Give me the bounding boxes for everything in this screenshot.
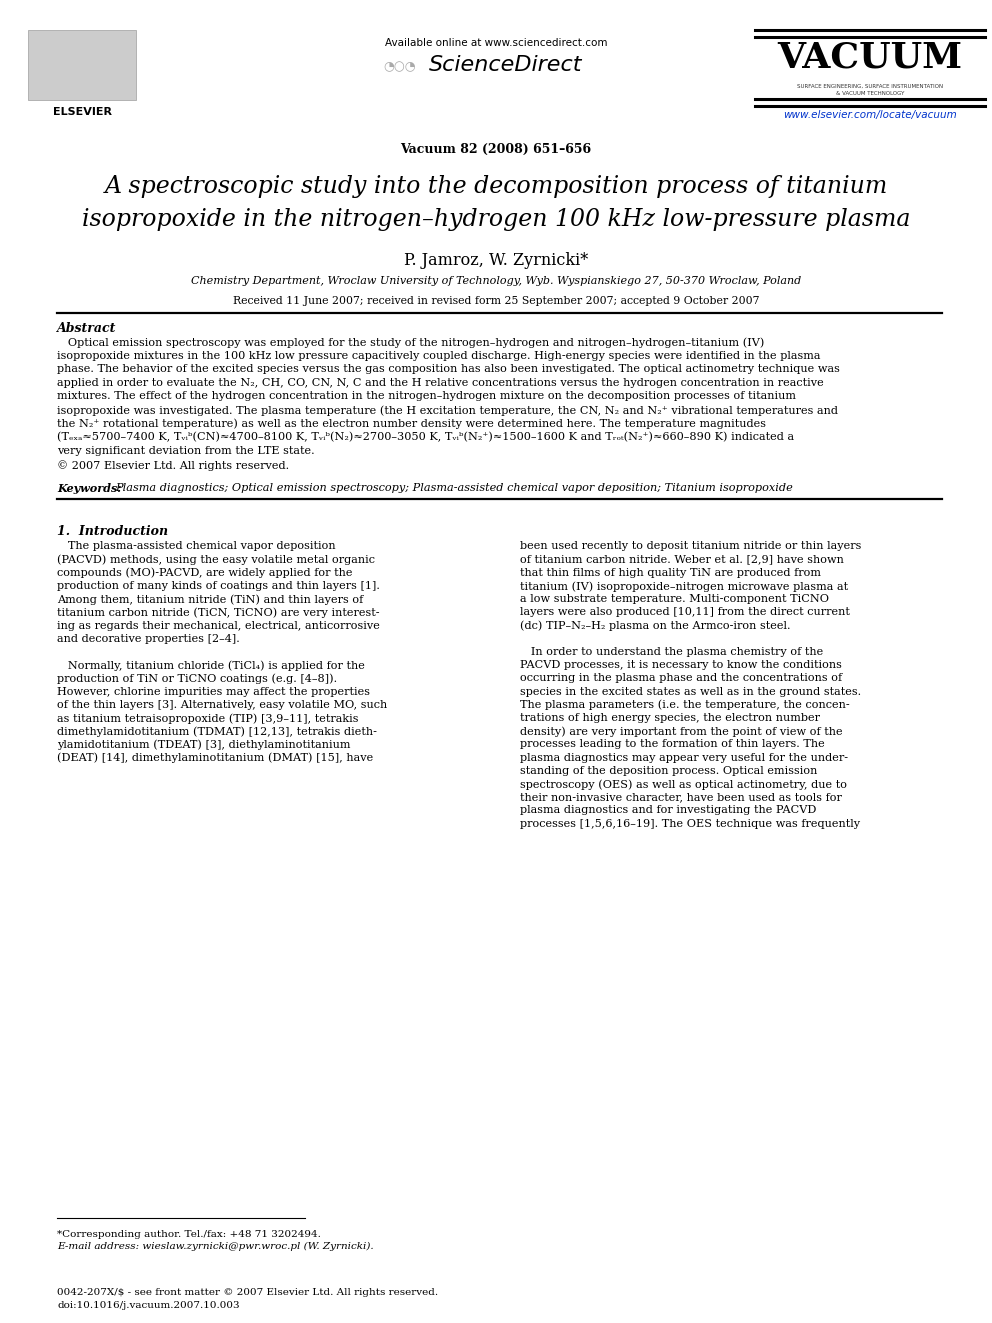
Text: processes [1,5,6,16–19]. The OES technique was frequently: processes [1,5,6,16–19]. The OES techniq… [520,819,860,828]
Text: Optical emission spectroscopy was employed for the study of the nitrogen–hydroge: Optical emission spectroscopy was employ… [57,337,765,348]
Text: mixtures. The effect of the hydrogen concentration in the nitrogen–hydrogen mixt: mixtures. The effect of the hydrogen con… [57,392,796,401]
Text: ing as regards their mechanical, electrical, anticorrosive: ing as regards their mechanical, electri… [57,620,380,631]
Text: isopropoxide in the nitrogen–hydrogen 100 kHz low-pressure plasma: isopropoxide in the nitrogen–hydrogen 10… [81,208,911,232]
Text: (dc) TIP–N₂–H₂ plasma on the Armco-iron steel.: (dc) TIP–N₂–H₂ plasma on the Armco-iron … [520,620,791,631]
Text: PACVD processes, it is necessary to know the conditions: PACVD processes, it is necessary to know… [520,660,842,671]
Text: Vacuum 82 (2008) 651–656: Vacuum 82 (2008) 651–656 [401,143,591,156]
Text: titanium carbon nitride (TiCN, TiCNO) are very interest-: titanium carbon nitride (TiCN, TiCNO) ar… [57,607,380,618]
Text: very significant deviation from the LTE state.: very significant deviation from the LTE … [57,446,314,456]
Text: spectroscopy (OES) as well as optical actinometry, due to: spectroscopy (OES) as well as optical ac… [520,779,847,790]
Text: 1.  Introduction: 1. Introduction [57,525,168,538]
Text: VACUUM: VACUUM [778,40,962,74]
Text: phase. The behavior of the excited species versus the gas composition has also b: phase. The behavior of the excited speci… [57,364,840,374]
Text: their non-invasive character, have been used as tools for: their non-invasive character, have been … [520,792,842,802]
Text: (PACVD) methods, using the easy volatile metal organic: (PACVD) methods, using the easy volatile… [57,554,375,565]
Text: Among them, titanium nitride (TiN) and thin layers of: Among them, titanium nitride (TiN) and t… [57,594,363,605]
Text: ◔○◔: ◔○◔ [384,60,417,73]
Text: Normally, titanium chloride (TiCl₄) is applied for the: Normally, titanium chloride (TiCl₄) is a… [57,660,365,671]
Text: that thin films of high quality TiN are produced from: that thin films of high quality TiN are … [520,568,821,578]
Text: isopropoxide mixtures in the 100 kHz low pressure capacitively coupled discharge: isopropoxide mixtures in the 100 kHz low… [57,351,820,361]
Text: processes leading to the formation of thin layers. The: processes leading to the formation of th… [520,740,824,749]
Text: of the thin layers [3]. Alternatively, easy volatile MO, such: of the thin layers [3]. Alternatively, e… [57,700,387,710]
Text: compounds (MO)-PACVD, are widely applied for the: compounds (MO)-PACVD, are widely applied… [57,568,352,578]
Bar [28,30,136,101]
Text: as titanium tetraisopropoxide (TIP) [3,9–11], tetrakis: as titanium tetraisopropoxide (TIP) [3,9… [57,713,358,724]
Text: The plasma-assisted chemical vapor deposition: The plasma-assisted chemical vapor depos… [57,541,335,552]
Text: the N₂⁺ rotational temperature) as well as the electron number density were dete: the N₂⁺ rotational temperature) as well … [57,418,766,429]
Text: A spectroscopic study into the decomposition process of titanium: A spectroscopic study into the decomposi… [104,175,888,198]
Text: Chemistry Department, Wroclaw University of Technology, Wyb. Wyspianskiego 27, 5: Chemistry Department, Wroclaw University… [190,277,802,286]
Text: plasma diagnostics may appear very useful for the under-: plasma diagnostics may appear very usefu… [520,753,848,762]
Text: (Tₑₓₐ≈5700–7400 K, Tᵥᵢᵇ(CN)≈4700–8100 K, Tᵥᵢᵇ(N₂)≈2700–3050 K, Tᵥᵢᵇ(N₂⁺)≈1500–16: (Tₑₓₐ≈5700–7400 K, Tᵥᵢᵇ(CN)≈4700–8100 K,… [57,433,795,443]
Text: production of TiN or TiCNO coatings (e.g. [4–8]).: production of TiN or TiCNO coatings (e.g… [57,673,337,684]
Text: 0042-207X/$ - see front matter © 2007 Elsevier Ltd. All rights reserved.: 0042-207X/$ - see front matter © 2007 El… [57,1289,438,1297]
Text: & VACUUM TECHNOLOGY: & VACUUM TECHNOLOGY [836,91,904,97]
Text: production of many kinds of coatings and thin layers [1].: production of many kinds of coatings and… [57,581,380,591]
Text: titanium (IV) isopropoxide–nitrogen microwave plasma at: titanium (IV) isopropoxide–nitrogen micr… [520,581,848,591]
Text: ScienceDirect: ScienceDirect [430,56,582,75]
Text: © 2007 Elsevier Ltd. All rights reserved.: © 2007 Elsevier Ltd. All rights reserved… [57,460,289,471]
Text: ylamidotitanium (TDEAT) [3], diethylaminotitanium: ylamidotitanium (TDEAT) [3], diethylamin… [57,740,350,750]
Text: plasma diagnostics and for investigating the PACVD: plasma diagnostics and for investigating… [520,806,816,815]
Text: and decorative properties [2–4].: and decorative properties [2–4]. [57,634,240,644]
Text: Received 11 June 2007; received in revised form 25 September 2007; accepted 9 Oc: Received 11 June 2007; received in revis… [233,296,759,306]
Text: ELSEVIER: ELSEVIER [53,107,111,116]
Text: trations of high energy species, the electron number: trations of high energy species, the ele… [520,713,820,722]
Text: doi:10.1016/j.vacuum.2007.10.003: doi:10.1016/j.vacuum.2007.10.003 [57,1301,240,1310]
Text: However, chlorine impurities may affect the properties: However, chlorine impurities may affect … [57,687,370,697]
Text: layers were also produced [10,11] from the direct current: layers were also produced [10,11] from t… [520,607,850,618]
Text: *Corresponding author. Tel./fax: +48 71 3202494.: *Corresponding author. Tel./fax: +48 71 … [57,1230,320,1240]
Text: density) are very important from the point of view of the: density) are very important from the poi… [520,726,842,737]
Text: Abstract: Abstract [57,321,116,335]
Text: The plasma parameters (i.e. the temperature, the concen-: The plasma parameters (i.e. the temperat… [520,700,849,710]
Text: occurring in the plasma phase and the concentrations of: occurring in the plasma phase and the co… [520,673,842,684]
Text: species in the excited states as well as in the ground states.: species in the excited states as well as… [520,687,861,697]
Text: of titanium carbon nitride. Weber et al. [2,9] have shown: of titanium carbon nitride. Weber et al.… [520,554,844,565]
Text: standing of the deposition process. Optical emission: standing of the deposition process. Opti… [520,766,817,775]
Text: isopropoxide was investigated. The plasma temperature (the H excitation temperat: isopropoxide was investigated. The plasm… [57,405,838,415]
Text: SURFACE ENGINEERING, SURFACE INSTRUMENTATION: SURFACE ENGINEERING, SURFACE INSTRUMENTA… [797,83,943,89]
Text: a low substrate temperature. Multi-component TiCNO: a low substrate temperature. Multi-compo… [520,594,829,605]
Text: Keywords:: Keywords: [57,483,121,495]
Text: www.elsevier.com/locate/vacuum: www.elsevier.com/locate/vacuum [783,110,957,120]
Text: E-mail address: wieslaw.zyrnicki@pwr.wroc.pl (W. Zyrnicki).: E-mail address: wieslaw.zyrnicki@pwr.wro… [57,1242,374,1252]
Text: been used recently to deposit titanium nitride or thin layers: been used recently to deposit titanium n… [520,541,861,552]
Text: In order to understand the plasma chemistry of the: In order to understand the plasma chemis… [520,647,823,658]
Text: Available online at www.sciencedirect.com: Available online at www.sciencedirect.co… [385,38,607,48]
Text: Plasma diagnostics; Optical emission spectroscopy; Plasma-assisted chemical vapo: Plasma diagnostics; Optical emission spe… [115,483,793,493]
Text: P. Jamroz, W. Zyrnicki*: P. Jamroz, W. Zyrnicki* [404,251,588,269]
Text: applied in order to evaluate the N₂, CH, CO, CN, N, C and the H relative concent: applied in order to evaluate the N₂, CH,… [57,378,823,388]
Text: (DEAT) [14], dimethylaminotitanium (DMAT) [15], have: (DEAT) [14], dimethylaminotitanium (DMAT… [57,753,373,763]
Text: dimethylamidotitanium (TDMAT) [12,13], tetrakis dieth-: dimethylamidotitanium (TDMAT) [12,13], t… [57,726,377,737]
